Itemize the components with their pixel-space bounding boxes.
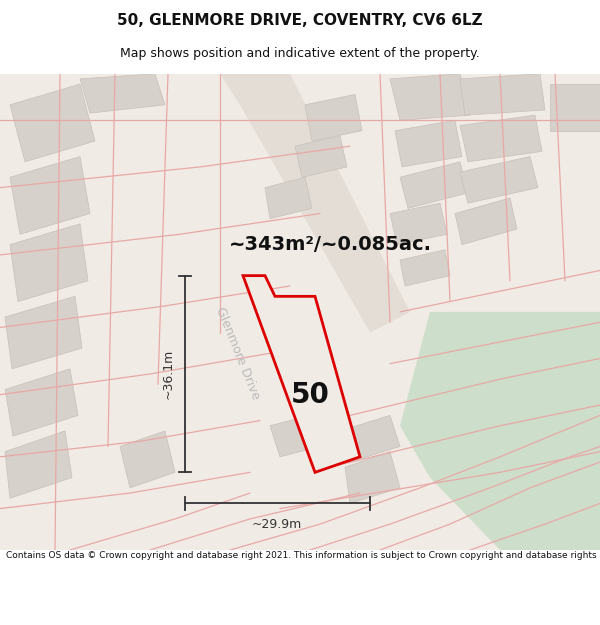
Polygon shape	[400, 162, 468, 208]
Polygon shape	[390, 74, 470, 121]
Polygon shape	[220, 74, 410, 332]
Text: Map shows position and indicative extent of the property.: Map shows position and indicative extent…	[120, 47, 480, 59]
Polygon shape	[5, 431, 72, 498]
Polygon shape	[265, 177, 312, 219]
Text: ~36.1m: ~36.1m	[161, 349, 175, 399]
Polygon shape	[305, 94, 362, 141]
Polygon shape	[460, 115, 542, 162]
Polygon shape	[345, 452, 400, 503]
Polygon shape	[400, 250, 450, 286]
Polygon shape	[10, 157, 90, 234]
Polygon shape	[5, 369, 78, 436]
Text: ~343m²/~0.085ac.: ~343m²/~0.085ac.	[229, 235, 431, 254]
Polygon shape	[400, 312, 600, 550]
Polygon shape	[455, 198, 517, 244]
Polygon shape	[295, 136, 347, 178]
Polygon shape	[460, 157, 538, 203]
Polygon shape	[270, 410, 340, 457]
Polygon shape	[395, 121, 462, 167]
Polygon shape	[80, 74, 165, 113]
Polygon shape	[10, 84, 95, 162]
Polygon shape	[5, 296, 82, 369]
Polygon shape	[460, 74, 545, 115]
Polygon shape	[243, 276, 360, 472]
Polygon shape	[550, 84, 600, 131]
Polygon shape	[120, 431, 175, 488]
Text: Glenmore Drive: Glenmore Drive	[214, 305, 262, 401]
Polygon shape	[10, 224, 88, 301]
Text: Contains OS data © Crown copyright and database right 2021. This information is : Contains OS data © Crown copyright and d…	[6, 551, 600, 561]
Polygon shape	[340, 416, 400, 462]
Text: ~29.9m: ~29.9m	[252, 518, 302, 531]
Text: 50: 50	[290, 381, 329, 409]
Polygon shape	[390, 203, 447, 244]
Text: 50, GLENMORE DRIVE, COVENTRY, CV6 6LZ: 50, GLENMORE DRIVE, COVENTRY, CV6 6LZ	[117, 13, 483, 28]
